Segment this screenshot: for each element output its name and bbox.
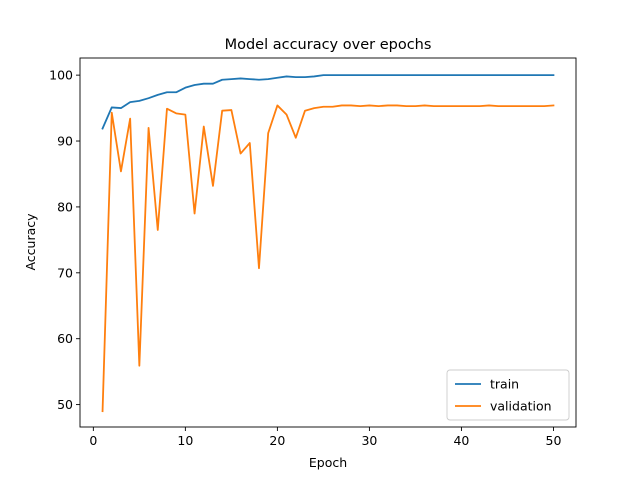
y-tick-label: 90 bbox=[57, 134, 73, 149]
x-axis-label: Epoch bbox=[309, 455, 347, 470]
x-tick-label: 0 bbox=[89, 433, 97, 448]
legend: train validation bbox=[446, 369, 570, 421]
y-tick-label: 60 bbox=[57, 331, 73, 346]
plot-frame bbox=[79, 57, 577, 428]
x-tick-label: 20 bbox=[269, 433, 285, 448]
chart-title: Model accuracy over epochs bbox=[225, 37, 432, 53]
x-tick-label: 40 bbox=[453, 433, 469, 448]
y-axis-label: Accuracy bbox=[23, 213, 38, 271]
legend-label-validation: validation bbox=[490, 399, 552, 414]
y-tick-label: 70 bbox=[57, 265, 73, 280]
plot-area bbox=[79, 57, 577, 428]
legend-box bbox=[446, 369, 570, 421]
y-tick-label: 50 bbox=[57, 397, 73, 412]
series-layer bbox=[101, 74, 555, 413]
x-axis: 0 10 20 30 40 50 bbox=[89, 427, 561, 448]
series-line-validation bbox=[101, 104, 555, 413]
y-tick-label: 100 bbox=[49, 68, 73, 83]
series-line-train bbox=[101, 74, 555, 130]
legend-label-train: train bbox=[490, 377, 519, 392]
y-axis: 50 60 70 80 90 100 bbox=[49, 68, 80, 412]
x-tick-label: 10 bbox=[177, 433, 193, 448]
y-tick-label: 80 bbox=[57, 199, 73, 214]
x-tick-label: 50 bbox=[546, 433, 562, 448]
x-tick-label: 30 bbox=[361, 433, 377, 448]
